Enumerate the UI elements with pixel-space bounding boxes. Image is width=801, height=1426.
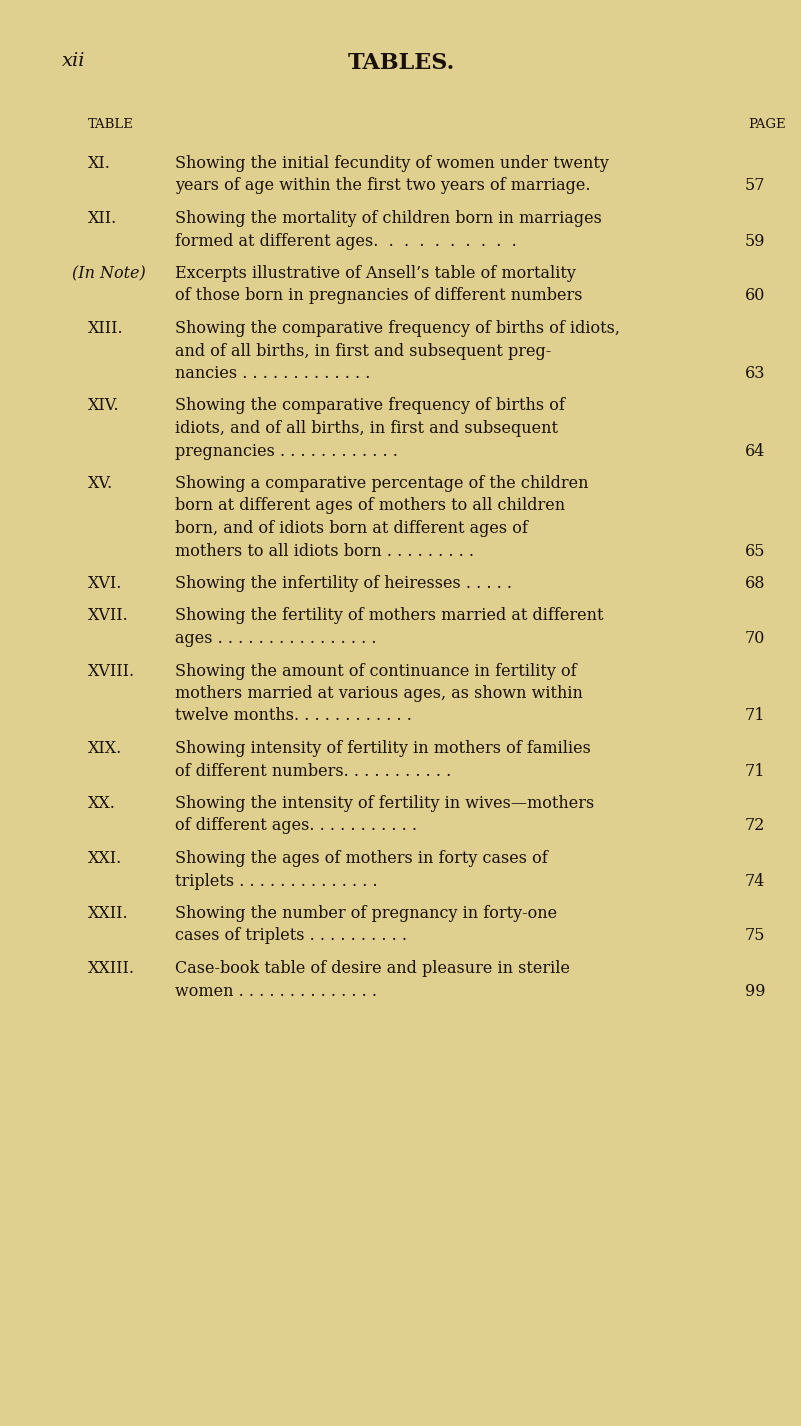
Text: Showing the comparative frequency of births of: Showing the comparative frequency of bir… <box>175 398 565 415</box>
Text: XII.: XII. <box>88 210 117 227</box>
Text: (In Note): (In Note) <box>72 265 146 282</box>
Text: mothers married at various ages, as shown within: mothers married at various ages, as show… <box>175 684 583 702</box>
Text: twelve months. . . . . . . . . . . .: twelve months. . . . . . . . . . . . <box>175 707 412 724</box>
Text: XV.: XV. <box>88 475 113 492</box>
Text: XVIII.: XVIII. <box>88 663 135 680</box>
Text: 74: 74 <box>745 873 766 890</box>
Text: XIV.: XIV. <box>88 398 119 415</box>
Text: of different numbers. . . . . . . . . . .: of different numbers. . . . . . . . . . … <box>175 763 451 780</box>
Text: cases of triplets . . . . . . . . . .: cases of triplets . . . . . . . . . . <box>175 927 407 944</box>
Text: women . . . . . . . . . . . . . .: women . . . . . . . . . . . . . . <box>175 983 377 1000</box>
Text: and of all births, in first and subsequent preg-: and of all births, in first and subseque… <box>175 342 551 359</box>
Text: 72: 72 <box>745 817 766 834</box>
Text: Showing the infertility of heiresses . . . . .: Showing the infertility of heiresses . .… <box>175 575 512 592</box>
Text: formed at different ages.  .  .  .  .  .  .  .  .  .: formed at different ages. . . . . . . . … <box>175 232 517 250</box>
Text: 75: 75 <box>745 927 766 944</box>
Text: Showing a comparative percentage of the children: Showing a comparative percentage of the … <box>175 475 589 492</box>
Text: Case-book table of desire and pleasure in sterile: Case-book table of desire and pleasure i… <box>175 960 570 977</box>
Text: 63: 63 <box>745 365 766 382</box>
Text: XIII.: XIII. <box>88 319 123 337</box>
Text: Showing the number of pregnancy in forty-one: Showing the number of pregnancy in forty… <box>175 906 557 923</box>
Text: idiots, and of all births, in first and subsequent: idiots, and of all births, in first and … <box>175 421 558 436</box>
Text: Showing the comparative frequency of births of idiots,: Showing the comparative frequency of bir… <box>175 319 620 337</box>
Text: xii: xii <box>62 51 86 70</box>
Text: 71: 71 <box>745 763 766 780</box>
Text: Showing the intensity of fertility in wives—mothers: Showing the intensity of fertility in wi… <box>175 796 594 811</box>
Text: of those born in pregnancies of different numbers: of those born in pregnancies of differen… <box>175 288 582 305</box>
Text: XIX.: XIX. <box>88 740 123 757</box>
Text: XXIII.: XXIII. <box>88 960 135 977</box>
Text: XXI.: XXI. <box>88 850 123 867</box>
Text: mothers to all idiots born . . . . . . . . .: mothers to all idiots born . . . . . . .… <box>175 542 474 559</box>
Text: Excerpts illustrative of Ansell’s table of mortality: Excerpts illustrative of Ansell’s table … <box>175 265 576 282</box>
Text: XVI.: XVI. <box>88 575 123 592</box>
Text: born, and of idiots born at different ages of: born, and of idiots born at different ag… <box>175 520 528 538</box>
Text: XVII.: XVII. <box>88 607 129 625</box>
Text: 60: 60 <box>745 288 766 305</box>
Text: Showing intensity of fertility in mothers of families: Showing intensity of fertility in mother… <box>175 740 591 757</box>
Text: XXII.: XXII. <box>88 906 129 923</box>
Text: pregnancies . . . . . . . . . . . .: pregnancies . . . . . . . . . . . . <box>175 442 398 459</box>
Text: Showing the amount of continuance in fertility of: Showing the amount of continuance in fer… <box>175 663 577 680</box>
Text: 99: 99 <box>745 983 766 1000</box>
Text: 68: 68 <box>745 575 766 592</box>
Text: years of age within the first two years of marriage.: years of age within the first two years … <box>175 177 590 194</box>
Text: ages . . . . . . . . . . . . . . . .: ages . . . . . . . . . . . . . . . . <box>175 630 376 647</box>
Text: XI.: XI. <box>88 155 111 173</box>
Text: PAGE: PAGE <box>748 118 786 131</box>
Text: triplets . . . . . . . . . . . . . .: triplets . . . . . . . . . . . . . . <box>175 873 377 890</box>
Text: Showing the mortality of children born in marriages: Showing the mortality of children born i… <box>175 210 602 227</box>
Text: Showing the ages of mothers in forty cases of: Showing the ages of mothers in forty cas… <box>175 850 548 867</box>
Text: 71: 71 <box>745 707 766 724</box>
Text: 57: 57 <box>745 177 766 194</box>
Text: nancies . . . . . . . . . . . . .: nancies . . . . . . . . . . . . . <box>175 365 370 382</box>
Text: 59: 59 <box>745 232 766 250</box>
Text: 64: 64 <box>745 442 766 459</box>
Text: of different ages. . . . . . . . . . .: of different ages. . . . . . . . . . . <box>175 817 417 834</box>
Text: 70: 70 <box>745 630 766 647</box>
Text: born at different ages of mothers to all children: born at different ages of mothers to all… <box>175 498 566 515</box>
Text: Showing the initial fecundity of women under twenty: Showing the initial fecundity of women u… <box>175 155 609 173</box>
Text: TABLES.: TABLES. <box>348 51 455 74</box>
Text: 65: 65 <box>745 542 766 559</box>
Text: Showing the fertility of mothers married at different: Showing the fertility of mothers married… <box>175 607 603 625</box>
Text: TABLE: TABLE <box>88 118 134 131</box>
Text: XX.: XX. <box>88 796 116 811</box>
